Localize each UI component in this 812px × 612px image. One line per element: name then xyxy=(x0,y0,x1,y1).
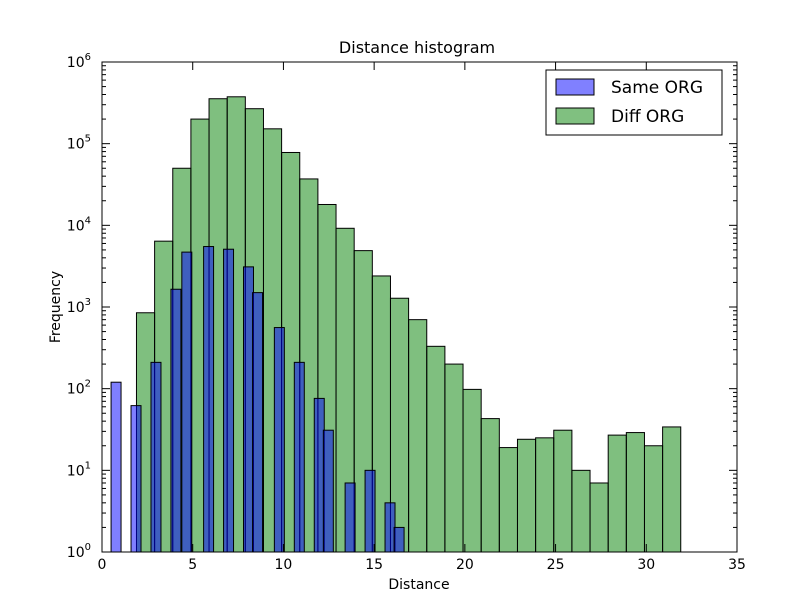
bar-same-org-12 xyxy=(322,429,334,553)
bar-diff-org-17 xyxy=(444,363,464,553)
bar-diff-org-23 xyxy=(553,429,573,553)
x-tick-label: 30 xyxy=(637,557,655,573)
y-tick-label: 100 xyxy=(67,542,91,561)
bar-diff-org-15 xyxy=(408,319,428,553)
y-tick-exponent: 0 xyxy=(85,542,91,553)
y-tick-base: 10 xyxy=(67,545,85,561)
y-tick-label: 101 xyxy=(67,460,91,479)
bar-diff-org-24 xyxy=(571,469,591,553)
bar-diff-org-18 xyxy=(462,388,482,553)
bar-diff-org-20 xyxy=(498,447,518,553)
x-tick-label: 25 xyxy=(547,557,565,573)
y-tick-base: 10 xyxy=(67,463,85,479)
y-tick-base: 10 xyxy=(67,218,85,234)
y-tick-label: 105 xyxy=(67,134,91,153)
x-axis-title: Distance xyxy=(388,577,449,593)
bar-diff-org-28 xyxy=(643,445,664,553)
bar-same-org-9 xyxy=(273,327,285,553)
bar-same-org-10 xyxy=(293,361,305,553)
y-tick-exponent: 5 xyxy=(85,134,91,145)
y-tick-base: 10 xyxy=(67,300,85,316)
bar-same-org-2 xyxy=(150,361,162,553)
y-tick-exponent: 2 xyxy=(85,379,91,390)
legend-swatch-same-org xyxy=(555,78,595,96)
x-tick-label: 35 xyxy=(728,557,746,573)
legend: Same ORG Diff ORG xyxy=(545,69,723,136)
y-tick-exponent: 6 xyxy=(85,52,91,63)
x-axis-ticks: 0 5 10 15 20 25 30 35 xyxy=(98,62,746,573)
bar-same-org-15 xyxy=(384,502,396,553)
y-tick-exponent: 1 xyxy=(85,460,91,471)
x-tick-label: 5 xyxy=(188,557,197,573)
x-tick-label: 20 xyxy=(456,557,474,573)
bar-same-org-4 xyxy=(181,251,193,553)
legend-label-same-org: Same ORG xyxy=(611,78,703,98)
y-tick-label: 104 xyxy=(67,215,91,234)
y-tick-exponent: 3 xyxy=(85,297,91,308)
bar-diff-org-27 xyxy=(625,432,645,553)
bar-diff-org-16 xyxy=(426,345,446,553)
bar-same-org-3 xyxy=(170,288,182,553)
bar-diff-org-21 xyxy=(516,438,537,553)
bar-same-org-1 xyxy=(130,405,142,553)
y-tick-label: 106 xyxy=(67,52,91,71)
chart-title: Distance histogram xyxy=(339,38,495,57)
bar-same-org-5 xyxy=(203,246,215,553)
y-tick-label: 102 xyxy=(67,379,91,398)
bar-same-org-16 xyxy=(393,526,405,553)
y-tick-base: 10 xyxy=(67,55,85,71)
x-tick-label: 15 xyxy=(365,557,383,573)
x-tick-label: 10 xyxy=(275,557,293,573)
legend-swatch-diff-org xyxy=(555,107,595,125)
bar-diff-org-26 xyxy=(607,434,627,553)
y-axis-title: Frequency xyxy=(48,271,64,343)
bar-same-org-11 xyxy=(313,397,325,553)
bar-same-org-7 xyxy=(243,266,254,553)
bar-same-org-14 xyxy=(364,469,376,553)
bar-same-org-6 xyxy=(223,248,235,553)
bar-diff-org-22 xyxy=(535,437,555,553)
y-tick-base: 10 xyxy=(67,382,85,398)
bar-same-org-8 xyxy=(252,292,264,553)
y-tick-exponent: 4 xyxy=(85,215,91,226)
y-tick-label: 103 xyxy=(67,297,91,316)
bar-same-org-13 xyxy=(344,482,356,553)
bar-diff-org-25 xyxy=(589,482,609,553)
x-tick-label: 0 xyxy=(98,557,107,573)
legend-label-diff-org: Diff ORG xyxy=(611,107,684,127)
bar-diff-org-19 xyxy=(480,418,500,553)
bar-same-org-0 xyxy=(110,381,122,553)
y-tick-base: 10 xyxy=(67,137,85,153)
bar-diff-org-29 xyxy=(662,426,682,553)
